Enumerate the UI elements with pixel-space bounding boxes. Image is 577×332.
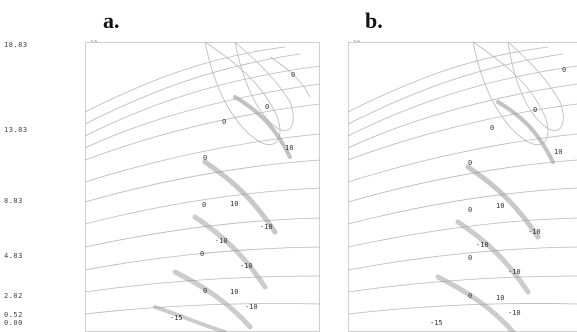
- y-tick-label: 18.83: [4, 41, 28, 49]
- contour-labels: 0 0 0 0 0 0 10 -10 -10 10 10 -10 0 -10 -…: [170, 71, 295, 322]
- y-tick-label: 0.00: [4, 319, 23, 327]
- contour-label: 0: [200, 250, 204, 258]
- contour-label: 0: [468, 292, 472, 300]
- contour-label: 10: [230, 200, 238, 208]
- shaded-bands: [155, 97, 290, 332]
- panel-a-label: a.: [103, 8, 120, 34]
- contour-panel-a: 0 0 0 0 0 0 10 -10 -10 10 10 -10 0 -10 -…: [85, 42, 320, 332]
- contour-label: 0: [562, 66, 566, 74]
- contour-label: 0: [533, 106, 537, 114]
- y-tick-label: 4.83: [4, 252, 23, 260]
- contour-label: -10: [260, 223, 273, 231]
- contour-plot-b: 0 0 0 0 0 0 10 -10 -10 10 10 -10 0 -10 -…: [348, 42, 577, 332]
- contour-label: 0: [291, 71, 295, 79]
- contour-label: -10: [476, 241, 489, 249]
- contour-label: 0: [468, 254, 472, 262]
- contour-labels: 0 0 0 0 0 0 10 -10 -10 10 10 -10 0 -10 -…: [430, 66, 566, 327]
- contour-panel-b: 0 0 0 0 0 0 10 -10 -10 10 10 -10 0 -10 -…: [348, 42, 577, 332]
- y-tick-label: 13.83: [4, 126, 28, 134]
- y-tick-label: 2.02: [4, 292, 23, 300]
- contour-label: 0: [468, 159, 472, 167]
- contour-label: 0: [202, 201, 206, 209]
- contour-lines: [85, 42, 320, 314]
- contour-label: 10: [554, 148, 562, 156]
- contour-label: 10: [496, 202, 504, 210]
- contour-label: 0: [222, 118, 226, 126]
- contour-label: 0: [203, 287, 207, 295]
- contour-lines: [348, 42, 577, 314]
- y-tick-label: 0.52: [4, 311, 23, 319]
- contour-label: 10: [496, 294, 504, 302]
- contour-label: -10: [245, 303, 258, 311]
- contour-label: -10: [508, 268, 521, 276]
- contour-label: 10: [230, 288, 238, 296]
- contour-label: -10: [215, 237, 228, 245]
- contour-label: -15: [430, 319, 443, 327]
- contour-label: -15: [170, 314, 183, 322]
- contour-label: 10: [285, 144, 293, 152]
- contour-plot-a: 0 0 0 0 0 0 10 -10 -10 10 10 -10 0 -10 -…: [85, 42, 320, 332]
- contour-label: -10: [508, 309, 521, 317]
- contour-label: 0: [265, 103, 269, 111]
- contour-label: 0: [490, 124, 494, 132]
- y-tick-label: 8.83: [4, 197, 23, 205]
- contour-label: -10: [528, 228, 541, 236]
- contour-label: -10: [240, 262, 253, 270]
- contour-label: 0: [468, 206, 472, 214]
- contour-label: 0: [203, 154, 207, 162]
- panel-b-label: b.: [365, 8, 383, 34]
